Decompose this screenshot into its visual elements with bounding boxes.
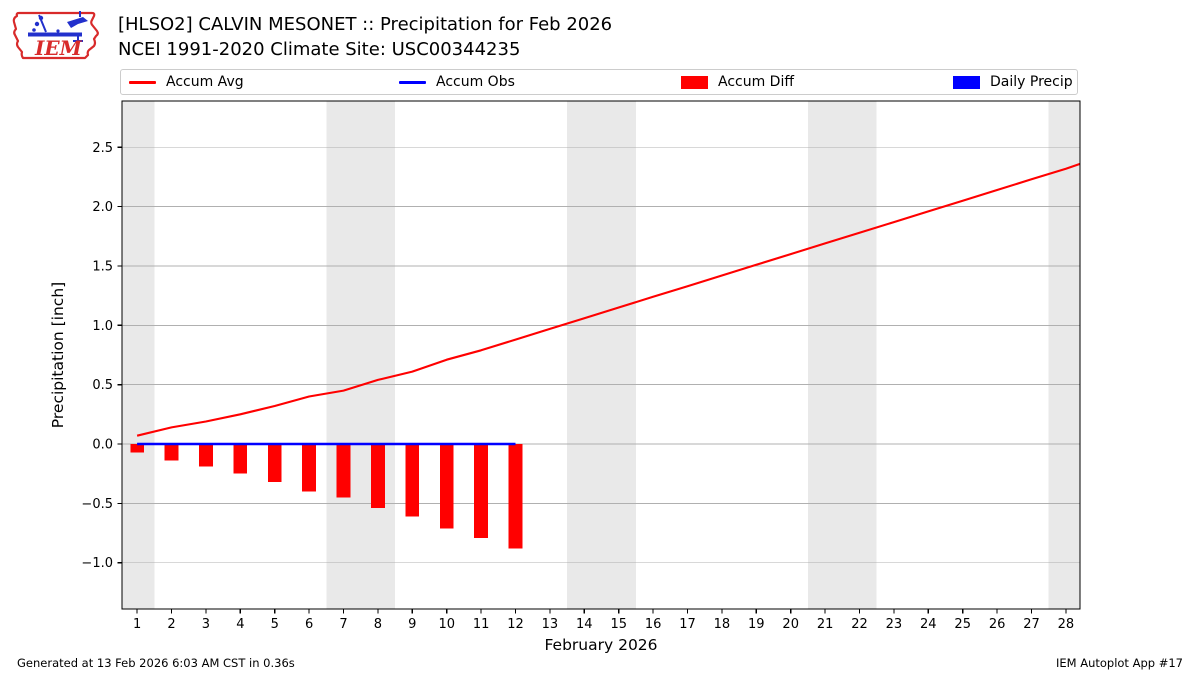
y-axis-label: Precipitation [inch] <box>49 282 67 428</box>
legend-swatch-icon <box>129 80 156 84</box>
y-tick-label: 2.5 <box>92 141 113 156</box>
x-tick-label: 9 <box>408 617 416 632</box>
accum-diff-bar <box>267 444 282 482</box>
x-tick-label: 12 <box>507 617 524 632</box>
y-tick-label: 0.5 <box>92 378 113 393</box>
x-tick-label: 24 <box>920 617 937 632</box>
accum-diff-bar <box>439 444 454 529</box>
legend-label: Accum Avg <box>166 74 244 90</box>
x-tick-label: 15 <box>610 617 627 632</box>
accum-diff-bar <box>371 444 385 509</box>
x-tick-label: 4 <box>236 617 244 632</box>
x-tick-label: 13 <box>542 617 559 632</box>
iem-logo-text: IEM <box>34 36 83 60</box>
x-tick-label: 22 <box>851 617 868 632</box>
weekend-band <box>326 101 396 609</box>
weather-station-icon <box>28 11 88 46</box>
plot-frame <box>121 100 1081 610</box>
legend-label: Daily Precip <box>990 74 1073 90</box>
accum-diff-bar <box>233 444 248 474</box>
legend-label: Accum Obs <box>436 74 515 90</box>
accum-diff-bar <box>336 444 351 498</box>
accum-diff-bar <box>508 444 523 549</box>
x-tick-label: 26 <box>989 617 1006 632</box>
x-tick-label: 17 <box>679 617 696 632</box>
x-axis-label: February 2026 <box>544 636 657 654</box>
legend: Accum Avg Accum Obs Accum Diff Daily Precip <box>120 69 1078 95</box>
weekend-band <box>567 101 636 609</box>
x-tick-label: 5 <box>271 617 279 632</box>
y-tick-label: −1.0 <box>81 556 113 571</box>
x-tick-label: 6 <box>305 617 313 632</box>
x-tick-label: 18 <box>714 617 731 632</box>
x-tick-label: 19 <box>748 617 765 632</box>
y-tick-label: 1.0 <box>92 319 113 334</box>
legend-swatch-icon <box>681 75 708 89</box>
chart-title-line2: NCEI 1991-2020 Climate Site: USC00344235 <box>118 39 521 60</box>
legend-label: Accum Diff <box>718 74 795 90</box>
accum-diff-bar <box>302 444 317 492</box>
accum-diff-bar <box>474 444 489 538</box>
x-tick-label: 23 <box>886 617 903 632</box>
y-tick-label: 2.0 <box>92 200 113 215</box>
accum-diff-bar <box>199 444 213 467</box>
y-tick-label: −0.5 <box>81 497 113 512</box>
chart-title: [HLSO2] CALVIN MESONET :: Precipitation … <box>118 12 612 62</box>
accum-diff-bar <box>130 444 145 453</box>
autoplot-app-text: IEM Autoplot App #17 <box>1055 656 1183 670</box>
x-tick-label: 25 <box>954 617 971 632</box>
accum-diff-bar <box>405 444 420 517</box>
weekend-band <box>122 101 155 609</box>
x-tick-label: 27 <box>1023 617 1040 632</box>
weekend-band <box>807 101 877 609</box>
x-tick-label: 16 <box>645 617 662 632</box>
generated-at-text: Generated at 13 Feb 2026 6:03 AM CST in … <box>17 656 295 670</box>
weekend-band <box>1048 101 1080 609</box>
legend-swatch-icon <box>953 75 980 89</box>
x-tick-label: 1 <box>133 617 141 632</box>
accum-avg-line <box>136 162 1081 437</box>
y-tick-label: 1.5 <box>92 259 113 274</box>
x-tick-label: 2 <box>167 617 175 632</box>
accum-diff-bar <box>164 444 179 461</box>
legend-item-accum-obs: Accum Obs <box>399 70 515 94</box>
legend-item-accum-diff: Accum Diff <box>681 70 794 94</box>
x-tick-label: 7 <box>339 617 347 632</box>
legend-item-daily-precip: Daily Precip <box>953 70 1073 94</box>
x-tick-label: 3 <box>202 617 210 632</box>
legend-item-accum-avg: Accum Avg <box>129 70 244 94</box>
chart-title-line1: [HLSO2] CALVIN MESONET :: Precipitation … <box>118 14 613 35</box>
y-tick-label: 0.0 <box>92 438 113 453</box>
x-tick-label: 8 <box>374 617 382 632</box>
x-tick-label: 28 <box>1058 617 1075 632</box>
iem-logo: IEM <box>8 5 104 65</box>
x-tick-label: 21 <box>817 617 834 632</box>
x-tick-label: 11 <box>473 617 490 632</box>
x-tick-label: 10 <box>438 617 455 632</box>
legend-swatch-icon <box>399 80 426 84</box>
x-tick-label: 14 <box>576 617 593 632</box>
x-tick-label: 20 <box>782 617 799 632</box>
